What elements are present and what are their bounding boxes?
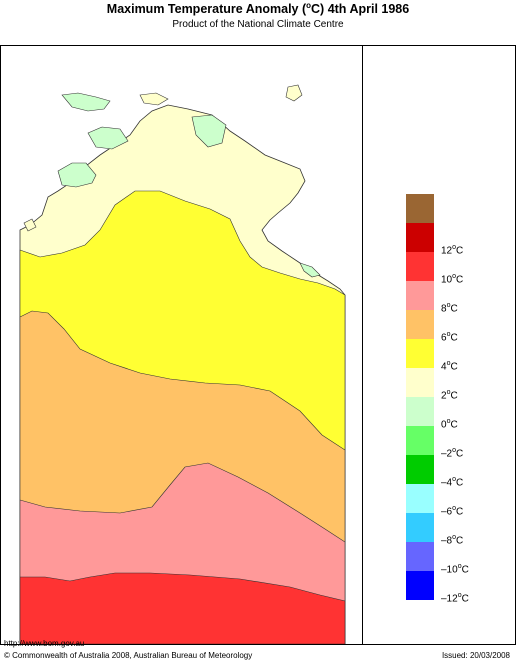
legend-label: –8oC	[441, 534, 464, 547]
band-m2-0-coast	[299, 262, 321, 278]
island-gulf	[285, 84, 303, 102]
legend-swatch	[406, 426, 434, 455]
band-m2-0-islands	[61, 92, 111, 112]
island-north	[139, 92, 169, 106]
legend-label: 8oC	[441, 302, 458, 315]
band-m2-0-north	[87, 126, 129, 150]
legend-swatch	[406, 542, 434, 571]
legend-label: –6oC	[441, 505, 464, 518]
legend-label: –2oC	[441, 447, 464, 460]
legend-swatch	[406, 513, 434, 542]
legend-swatch	[406, 571, 434, 600]
legend-label: 0oC	[441, 418, 458, 431]
map-subtitle: Product of the National Climate Centre	[172, 19, 344, 30]
legend-label: 2oC	[441, 389, 458, 402]
legend-swatch	[406, 455, 434, 484]
legend-swatch	[406, 397, 434, 426]
legend-swatch	[406, 310, 434, 339]
issued-date: Issued: 20/03/2008	[441, 651, 510, 660]
legend-label: 6oC	[441, 331, 458, 344]
legend-label: –12oC	[441, 592, 469, 605]
legend-label: –4oC	[441, 476, 464, 489]
legend-label: 10oC	[441, 273, 464, 286]
source-url[interactable]: http://www.bom.gov.au	[4, 639, 85, 648]
band-m2-0-east	[191, 114, 227, 148]
legend-swatch	[406, 368, 434, 397]
map-title: Maximum Temperature Anomaly (oC) 4th Apr…	[106, 1, 410, 17]
legend-swatch	[406, 281, 434, 310]
band-m2-0-west	[57, 162, 97, 188]
anomaly-map	[19, 84, 346, 644]
legend-label: 4oC	[441, 360, 458, 373]
legend-label: 12oC	[441, 244, 464, 257]
island-west	[23, 218, 37, 232]
legend-swatch	[406, 252, 434, 281]
copyright-notice: © Commonwealth of Australia 2008, Austra…	[4, 651, 253, 660]
legend-swatch	[406, 484, 434, 513]
legend-label: –10oC	[441, 563, 469, 576]
band-8-10	[19, 572, 346, 644]
legend-swatch	[406, 339, 434, 368]
frame-divider	[362, 45, 363, 644]
legend-swatch	[406, 194, 434, 223]
legend-swatch	[406, 223, 434, 252]
